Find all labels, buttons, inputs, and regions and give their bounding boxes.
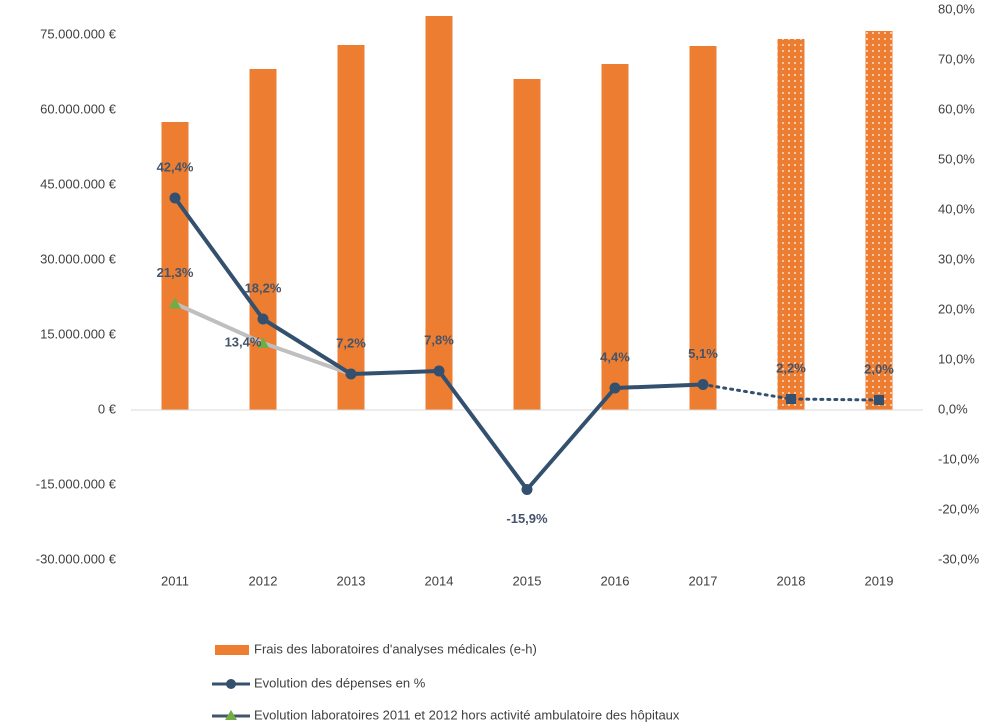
y-tick-label: -30.000.000 € <box>36 551 117 566</box>
data-label: 2,0% <box>864 361 894 376</box>
bar <box>777 39 805 410</box>
y2-tick-label: 80,0% <box>938 1 975 16</box>
x-tick-label: 2019 <box>865 573 894 588</box>
y-tick-label: 75.000.000 € <box>40 26 117 41</box>
y2-tick-label: 10,0% <box>938 351 975 366</box>
y2-tick-label: -20,0% <box>938 501 980 516</box>
marker <box>521 484 533 495</box>
data-label: -15,9% <box>506 511 548 526</box>
legend-swatch <box>215 645 249 655</box>
data-label: 42,4% <box>157 159 194 174</box>
y2-tick-label: -10,0% <box>938 451 980 466</box>
y-tick-label: -15.000.000 € <box>36 476 117 491</box>
bar <box>689 46 717 410</box>
y-tick-label: 30.000.000 € <box>40 251 117 266</box>
y2-tick-label: 50,0% <box>938 151 975 166</box>
legend-label: Evolution des dépenses en % <box>254 675 426 690</box>
data-label: 4,4% <box>600 349 630 364</box>
bar <box>425 16 453 410</box>
data-label: 18,2% <box>245 280 282 295</box>
y2-tick-label: 20,0% <box>938 301 975 316</box>
x-tick-label: 2018 <box>777 573 806 588</box>
marker <box>697 379 709 390</box>
data-label: 5,1% <box>688 346 718 361</box>
y2-tick-label: -30,0% <box>938 551 980 566</box>
y2-tick-label: 40,0% <box>938 201 975 216</box>
bar <box>337 45 365 410</box>
marker <box>874 395 884 405</box>
marker <box>257 313 269 325</box>
bar <box>601 64 629 410</box>
data-label: 7,8% <box>424 332 454 347</box>
legend-marker <box>225 710 237 720</box>
marker <box>169 297 181 309</box>
data-label: 7,2% <box>336 335 366 350</box>
data-label: 2,2% <box>776 360 806 375</box>
marker <box>609 382 621 394</box>
x-tick-label: 2017 <box>689 573 718 588</box>
legend-label: Frais des laboratoires d'analyses médica… <box>254 641 537 656</box>
marker <box>433 365 445 377</box>
y-tick-label: 15.000.000 € <box>40 326 117 341</box>
legend-marker <box>226 679 236 689</box>
x-tick-label: 2011 <box>161 573 189 588</box>
y-tick-label: 60.000.000 € <box>40 101 117 116</box>
line <box>701 383 881 402</box>
x-tick-label: 2015 <box>513 573 542 588</box>
y2-tick-label: 30,0% <box>938 251 975 266</box>
y2-tick-label: 0,0% <box>938 401 968 416</box>
marker <box>345 368 357 380</box>
x-tick-label: 2014 <box>425 573 454 588</box>
marker <box>169 192 181 204</box>
legend-label: Evolution laboratoires 2011 et 2012 hors… <box>254 707 680 722</box>
x-tick-label: 2016 <box>601 573 630 588</box>
y-tick-label: 0 € <box>98 401 117 416</box>
y-tick-label: 45.000.000 € <box>40 176 117 191</box>
x-tick-label: 2012 <box>249 573 278 588</box>
data-label: 21,3% <box>157 265 194 280</box>
y2-tick-label: 70,0% <box>938 51 975 66</box>
data-label: 13,4% <box>225 334 262 349</box>
bar <box>865 31 893 410</box>
bar <box>513 79 541 410</box>
marker <box>257 337 269 348</box>
bar <box>249 69 277 410</box>
y2-tick-label: 60,0% <box>938 101 975 116</box>
marker <box>786 394 796 404</box>
x-tick-label: 2013 <box>337 573 366 588</box>
bar <box>161 122 189 410</box>
